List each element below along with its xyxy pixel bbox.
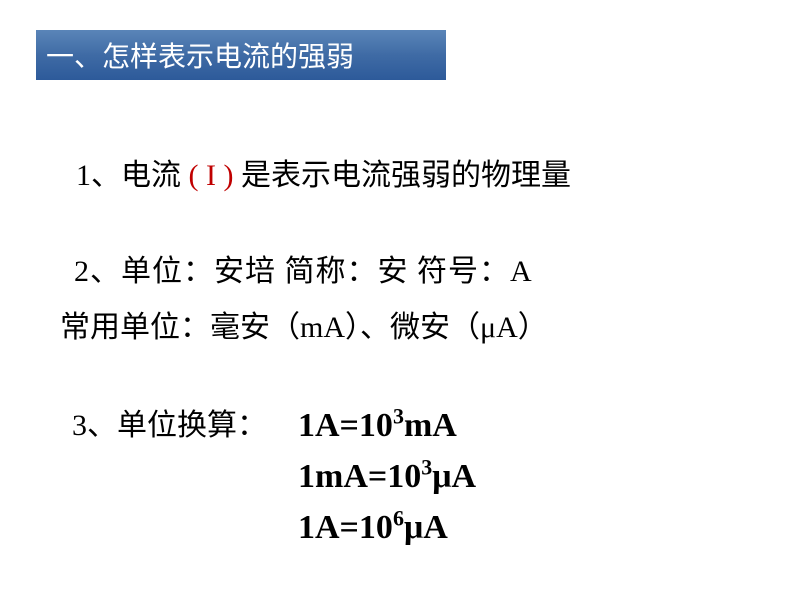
point-2-line1: 2、单位：安培 简称：安 符号：A (74, 246, 533, 290)
formula-block: 1A=103mA 1mA=103μA 1A=106μA (298, 400, 476, 553)
formula2-sup: 3 (421, 455, 432, 480)
point-1-text: 1、电流 ( I ) 是表示电流强弱的物理量 (76, 150, 571, 194)
point-3-label: 3、单位换算： (72, 400, 267, 444)
formula3-right: μA (404, 509, 448, 546)
formula1-left: 1A=10 (298, 407, 393, 444)
section-header: 一、怎样表示电流的强弱 (36, 30, 446, 80)
formula3-left: 1A=10 (298, 509, 393, 546)
point1-suffix: 是表示电流强弱的物理量 (233, 159, 571, 192)
formula3-sup: 6 (393, 506, 404, 531)
point1-red-symbol: ( I ) (189, 159, 234, 192)
formula1-right: mA (404, 407, 457, 444)
point-2-line2: 常用单位：毫安（mA）、微安（μA） (60, 302, 548, 346)
formula-line-3: 1A=106μA (298, 502, 476, 553)
section-title: 一、怎样表示电流的强弱 (46, 35, 354, 75)
formula-line-1: 1A=103mA (298, 400, 476, 451)
formula2-right: μA (432, 458, 476, 495)
formula1-sup: 3 (393, 404, 404, 429)
formula-line-2: 1mA=103μA (298, 451, 476, 502)
point1-prefix: 1、电流 (76, 159, 189, 192)
formula2-left: 1mA=10 (298, 458, 421, 495)
